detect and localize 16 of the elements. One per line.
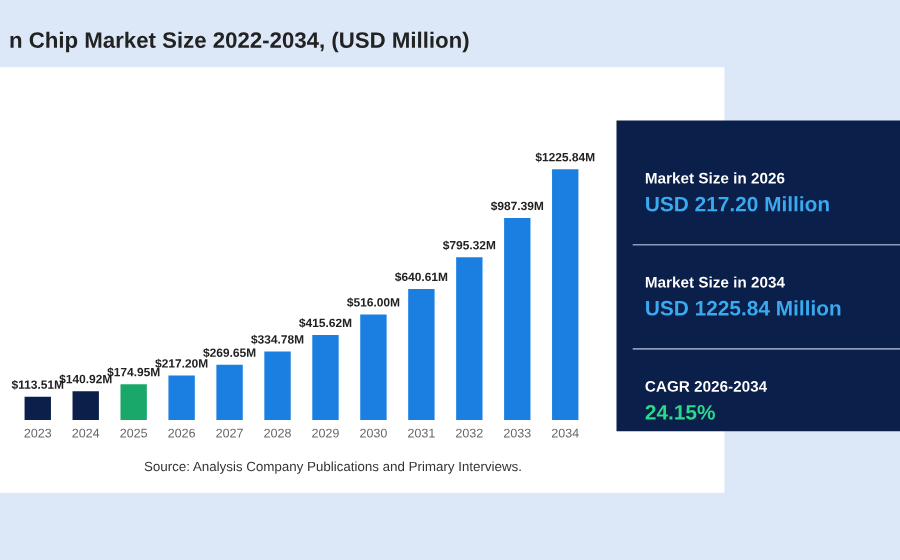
bar bbox=[72, 391, 99, 420]
chart-title: n Chip Market Size 2022-2034, (USD Million) bbox=[10, 31, 469, 53]
text: USD 217.20 Million bbox=[646, 196, 829, 212]
bar bbox=[456, 257, 483, 420]
bar bbox=[216, 364, 243, 420]
bar bbox=[120, 384, 147, 420]
bar bbox=[408, 289, 435, 420]
text: USD 1225.84 Million bbox=[646, 300, 841, 316]
bar bbox=[552, 169, 579, 420]
text: 24.15% bbox=[645, 404, 715, 420]
bar bbox=[168, 375, 195, 420]
bar bbox=[360, 314, 387, 420]
bar bbox=[264, 351, 291, 420]
bar bbox=[24, 396, 51, 420]
bar bbox=[312, 335, 339, 420]
bar bbox=[504, 218, 531, 420]
